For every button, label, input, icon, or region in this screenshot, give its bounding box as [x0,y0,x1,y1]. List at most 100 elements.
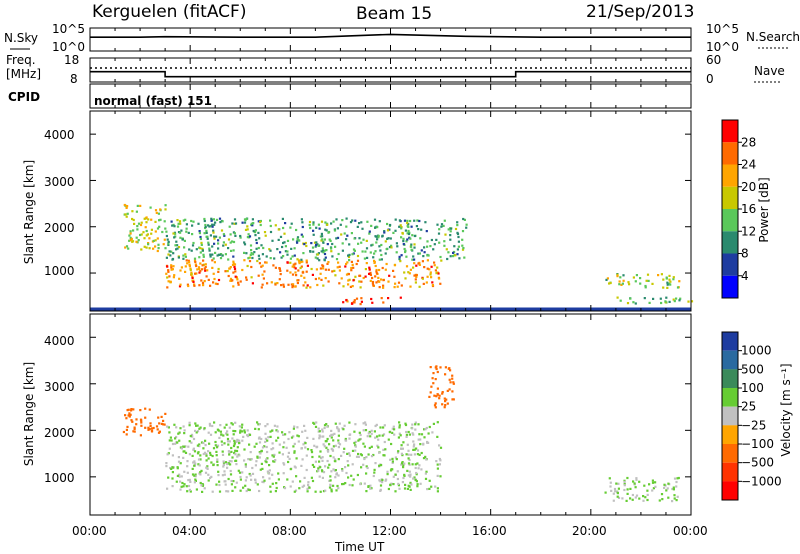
velocity-echo-cell [155,425,159,428]
velocity-echo-cell [184,451,188,454]
velocity-echo-cell [358,438,361,441]
velocity-echo-cell [188,424,191,427]
velocity-echo-cell [132,430,135,433]
power-echo-cell [678,299,681,302]
power-echo-cell [212,281,215,284]
power-echo-cell [168,250,171,253]
power-echo-cell [346,261,349,264]
velocity-echo-cell [444,373,447,376]
velocity-echo-cell [226,466,229,469]
velocity-echo-cell [631,498,634,501]
power-echo-cell [222,244,225,247]
power-echo-cell [375,268,378,272]
power-echo-cell [358,280,361,283]
velocity-echo-cell [372,453,375,457]
velocity-echo-cell [412,440,415,443]
velocity-echo-cell [157,416,160,419]
power-echo-cell [274,224,277,227]
power-echo-cell [364,250,367,253]
velocity-echo-cell [370,455,374,458]
velocity-echo-cell [289,468,292,471]
velocity-echo-cell [337,442,340,445]
power-echo-cell [300,265,303,268]
velocity-colorbar-segment [722,332,738,351]
power-echo-cell [405,255,408,258]
velocity-echo-cell [364,421,367,424]
velocity-echo-cell [231,456,234,459]
power-echo-cell [292,283,295,286]
power-echo-cell [319,235,322,238]
power-echo-cell [665,296,668,299]
velocity-echo-cell [281,431,284,434]
velocity-echo-cell [270,448,273,451]
power-echo-cell [418,285,421,288]
velocity-echo-cell [232,433,235,436]
velocity-echo-cell [214,444,217,447]
velocity-echo-cell [626,476,629,480]
velocity-echo-cell [238,425,241,428]
velocity-echo-cell [238,442,241,445]
power-echo-cell [632,276,635,279]
power-echo-cell [263,231,267,234]
power-echo-cell [396,285,399,288]
power-echo-cell [190,219,193,223]
velocity-echo-cell [411,463,414,466]
velocity-echo-cell [326,449,329,452]
power-echo-cell [243,259,246,262]
velocity-echo-cell [284,433,287,436]
power-echo-cell [352,252,355,255]
power-echo-cell [250,252,253,255]
power-echo-cell [157,212,160,215]
power-echo-cell [398,225,401,228]
power-echo-cell [303,276,306,279]
velocity-echo-cell [306,490,309,493]
velocity-echo-cell [194,462,197,465]
velocity-echo-cell [234,486,237,489]
power-echo-cell [232,285,235,288]
velocity-echo-cell [281,453,284,456]
xtick-6: 00:00 [673,524,708,538]
power-echo-cell [330,247,333,250]
power-echo-cell [182,254,185,257]
power-echo-cell [341,249,344,252]
power-echo-cell [218,236,221,239]
velocity-echo-cell [220,440,223,443]
velocity-echo-cell [380,464,383,467]
velocity-echo-cell [406,443,409,446]
power-echo-cell [274,283,277,286]
power-echo-cell [232,240,236,244]
power-echo-cell [392,269,395,272]
velocity-echo-cell [405,430,408,434]
power-echo-cell [349,285,352,288]
power-echo-cell [339,223,342,226]
power-echo-cell [234,270,237,273]
velocity-echo-cell [318,460,321,463]
power-echo-cell [190,249,193,252]
power-echo-cell [293,263,296,266]
velocity-echo-cell [408,485,411,488]
velocity-echo-cell [186,465,189,468]
xtick-1: 04:00 [172,524,207,538]
velocity-echo-cell [337,487,340,490]
power-echo-cell [211,245,214,248]
velocity-echo-cell [226,437,230,441]
velocity-echo-cell [217,474,220,477]
velocity-echo-cell [295,475,298,478]
velocity-echo-cell [171,485,174,488]
velocity-echo-cell [318,430,321,433]
velocity-echo-cell [402,476,405,480]
power-echo-cell [261,253,264,256]
velocity-echo-cell [330,433,333,436]
power-echo-cell [205,275,208,278]
power-echo-cell [183,246,186,249]
xtick-3: 12:00 [372,524,407,538]
velocity-echo-cell [229,473,233,476]
velocity-echo-cell [140,424,143,427]
velocity-echo-cell [402,463,405,467]
velocity-colorbar-segment [722,369,738,388]
power-echo-cell [419,237,422,240]
power-echo-cell [306,284,309,287]
velocity-echo-cell [651,481,655,484]
velocity-echo-cell [230,446,233,450]
velocity-echo-cell [277,436,280,439]
